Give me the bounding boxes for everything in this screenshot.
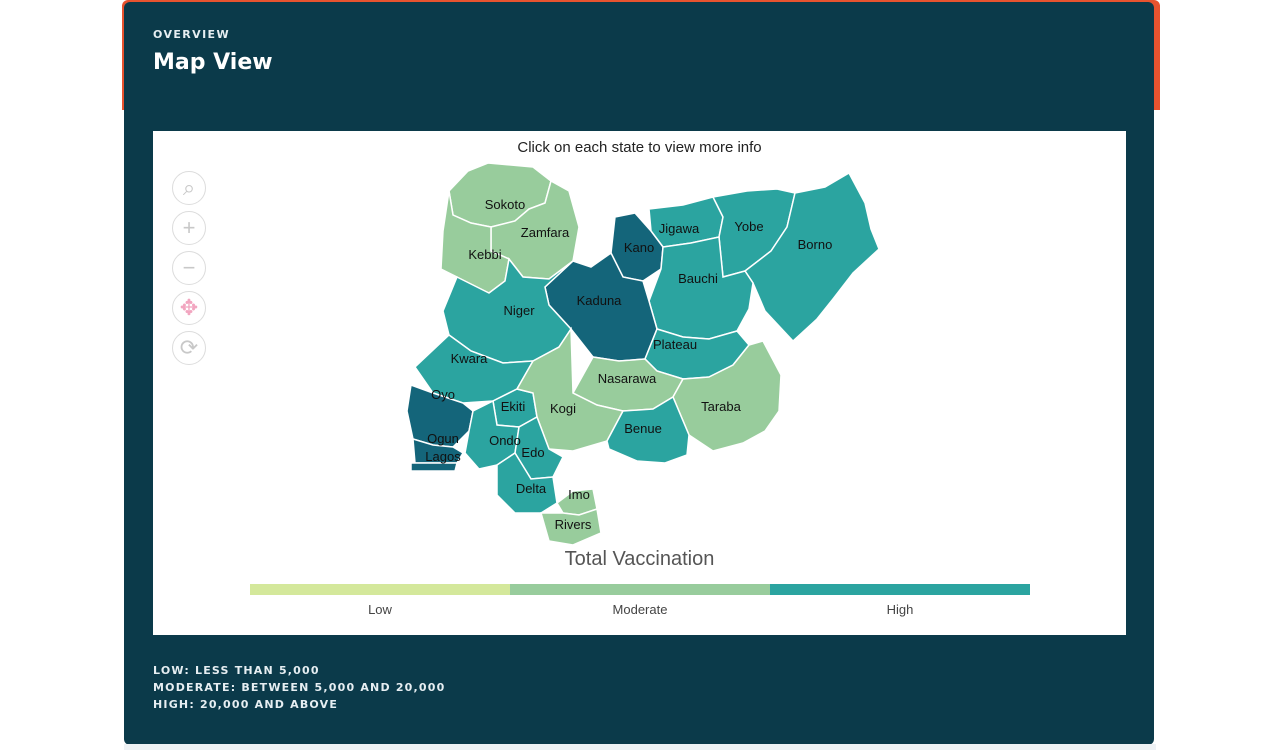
state-label-bauchi: Bauchi xyxy=(678,271,718,286)
map-instruction: Click on each state to view more info xyxy=(517,139,762,156)
state-label-jigawa: Jigawa xyxy=(659,221,700,236)
state-label-kwara: Kwara xyxy=(451,351,489,366)
state-label-imo: Imo xyxy=(568,487,590,502)
pan-icon[interactable]: ✥ xyxy=(172,291,206,325)
state-label-kaduna: Kaduna xyxy=(577,293,623,308)
state-borno[interactable] xyxy=(743,171,880,343)
state-label-niger: Niger xyxy=(503,303,535,318)
nigeria-state-map: Sokoto Zamfara Kebbi Jigawa Yobe Borno Kano Bau… xyxy=(406,162,880,546)
state-lagos[interactable] xyxy=(410,462,458,472)
reset-icon[interactable]: ⟳ xyxy=(172,331,206,365)
footnote-high: HIGH: 20,000 AND ABOVE xyxy=(153,698,339,711)
map-view-card: OVERVIEW Map View Click on each state to… xyxy=(124,2,1154,745)
state-label-ogun: Ogun xyxy=(427,431,459,446)
map-panel: Click on each state to view more info ⌕ +… xyxy=(153,131,1126,635)
footnote-moderate: MODERATE: BETWEEN 5,000 AND 20,000 xyxy=(153,681,446,694)
legend-bar-moderate xyxy=(510,584,770,595)
state-label-rivers: Rivers xyxy=(555,517,592,532)
legend-label-moderate: Moderate xyxy=(612,602,668,617)
state-label-kebbi: Kebbi xyxy=(468,247,501,262)
state-label-ekiti: Ekiti xyxy=(501,399,526,414)
footnote-low: LOW: LESS THAN 5,000 xyxy=(153,664,320,677)
state-label-yobe: Yobe xyxy=(734,219,763,234)
state-label-nasarawa: Nasarawa xyxy=(598,371,657,386)
state-label-borno: Borno xyxy=(798,237,833,252)
state-label-kano: Kano xyxy=(624,240,654,255)
state-label-zamfara: Zamfara xyxy=(521,225,570,240)
state-label-plateau: Plateau xyxy=(653,337,697,352)
state-label-ondo: Ondo xyxy=(489,433,521,448)
legend-label-high: High xyxy=(886,602,914,617)
state-label-oyo: Oyo xyxy=(431,387,455,402)
legend-bar-high xyxy=(770,584,1030,595)
state-oyo[interactable] xyxy=(406,383,474,448)
page-bottom-strip xyxy=(124,744,1156,750)
legend-title: Total Vaccination xyxy=(564,548,715,570)
state-label-lagos: Lagos xyxy=(425,449,461,464)
state-label-taraba: Taraba xyxy=(701,399,742,414)
legend-label-low: Low xyxy=(368,602,392,617)
state-rivers[interactable] xyxy=(540,508,602,546)
state-label-delta: Delta xyxy=(516,481,547,496)
state-label-edo: Edo xyxy=(521,445,544,460)
state-label-kogi: Kogi xyxy=(550,401,576,416)
state-benue[interactable] xyxy=(606,395,690,464)
zoom-search-icon[interactable]: ⌕ xyxy=(172,171,206,205)
page-title: Map View xyxy=(153,50,273,75)
state-label-sokoto: Sokoto xyxy=(485,197,525,212)
zoom-out-icon[interactable]: − xyxy=(172,251,206,285)
state-label-benue: Benue xyxy=(624,421,662,436)
legend-bar-low xyxy=(250,584,510,595)
section-eyebrow: OVERVIEW xyxy=(153,28,231,41)
zoom-in-icon[interactable]: + xyxy=(172,211,206,245)
